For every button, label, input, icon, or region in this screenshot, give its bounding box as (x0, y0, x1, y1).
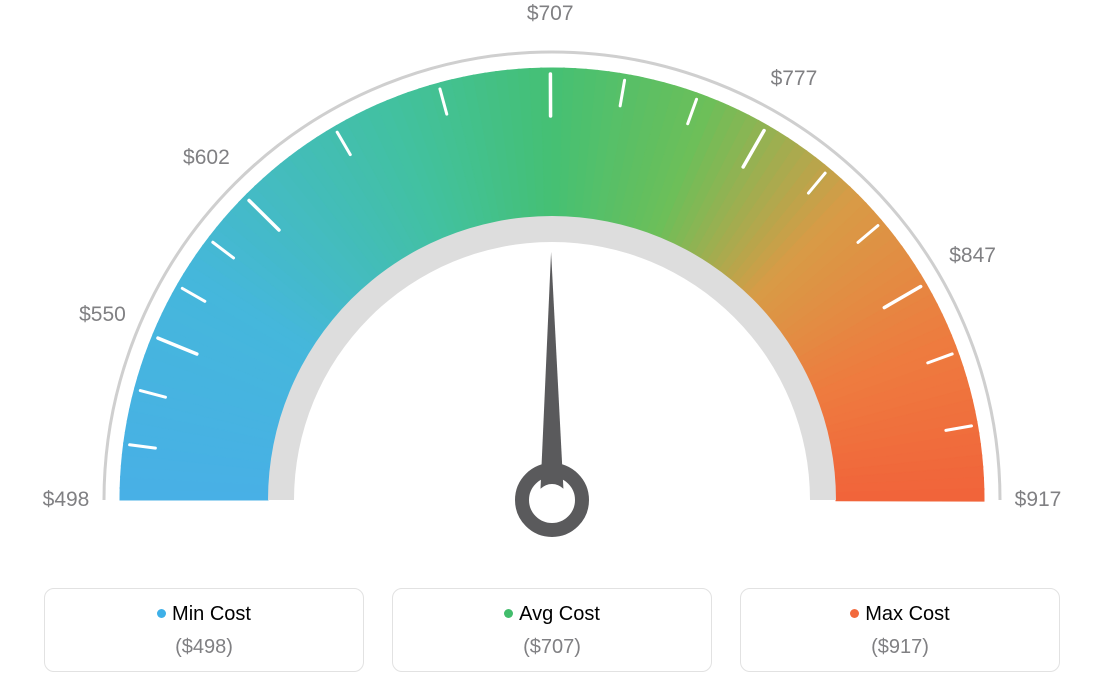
gauge-area: $498 $550 $602 $707 $777 $847 $917 (0, 0, 1104, 560)
gauge-tick-label: $917 (1015, 488, 1062, 512)
legend-value-max: ($917) (741, 636, 1059, 659)
legend-title-avg: Avg Cost (393, 603, 711, 626)
chart-container: $498 $550 $602 $707 $777 $847 $917 Min Cost ($… (0, 0, 1104, 690)
legend-label-min: Min Cost (172, 603, 251, 625)
gauge-tick-label: $550 (79, 303, 126, 327)
legend-dot-min (157, 609, 166, 618)
legend-card-min: Min Cost ($498) (44, 588, 364, 672)
legend-value-min: ($498) (45, 636, 363, 659)
gauge-tick-label: $602 (183, 146, 230, 170)
legend-dot-avg (504, 609, 513, 618)
legend-row: Min Cost ($498) Avg Cost ($707) Max Cost… (0, 588, 1104, 672)
gauge-svg (0, 0, 1104, 560)
gauge-tick-label: $847 (949, 244, 996, 268)
gauge-needle-hub-hole (536, 484, 568, 516)
legend-title-min: Min Cost (45, 603, 363, 626)
legend-label-avg: Avg Cost (519, 603, 600, 625)
gauge-tick-label: $777 (771, 67, 818, 91)
legend-title-max: Max Cost (741, 603, 1059, 626)
legend-label-max: Max Cost (865, 603, 949, 625)
legend-card-max: Max Cost ($917) (740, 588, 1060, 672)
legend-card-avg: Avg Cost ($707) (392, 588, 712, 672)
gauge-tick-label: $707 (527, 2, 574, 26)
gauge-needle (540, 252, 564, 500)
gauge-tick-label: $498 (43, 488, 90, 512)
legend-value-avg: ($707) (393, 636, 711, 659)
legend-dot-max (850, 609, 859, 618)
